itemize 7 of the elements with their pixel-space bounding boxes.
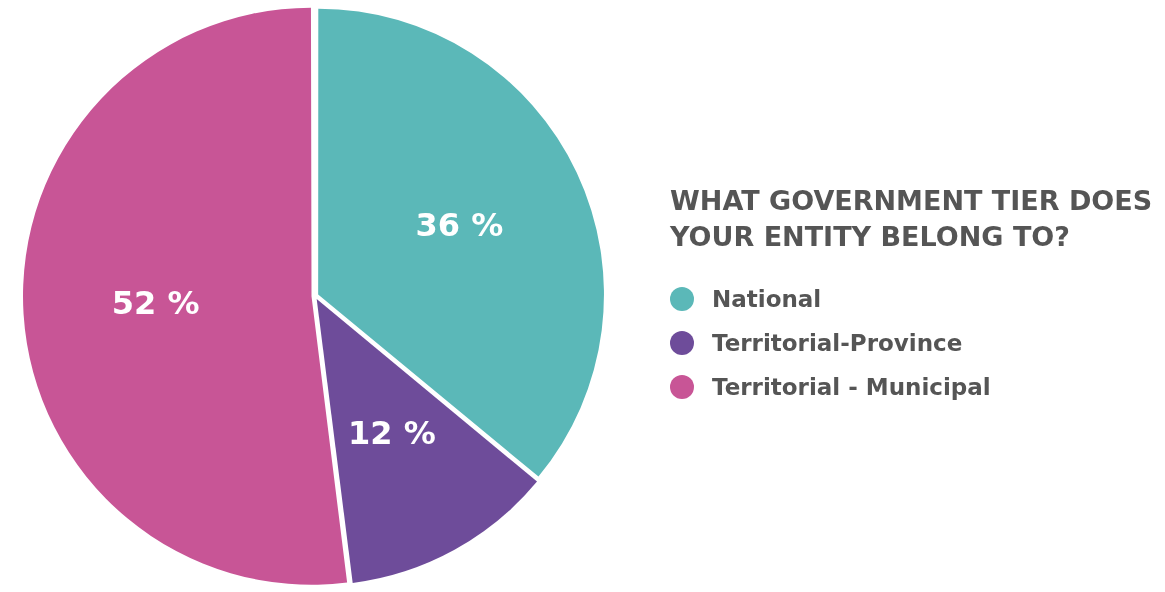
data-label: 36 % [415, 206, 504, 245]
legend-label: National [712, 286, 822, 312]
text: WHAT GOVERNMENT TIER DOES YOUR ENTITY BELONG TO? [670, 184, 1154, 254]
data-label: 12 % [348, 414, 436, 453]
data-label: 52 % [111, 284, 200, 323]
legend-label: Territorial-Province [712, 330, 963, 356]
legend-label: Territorial - Municipal [712, 374, 991, 400]
